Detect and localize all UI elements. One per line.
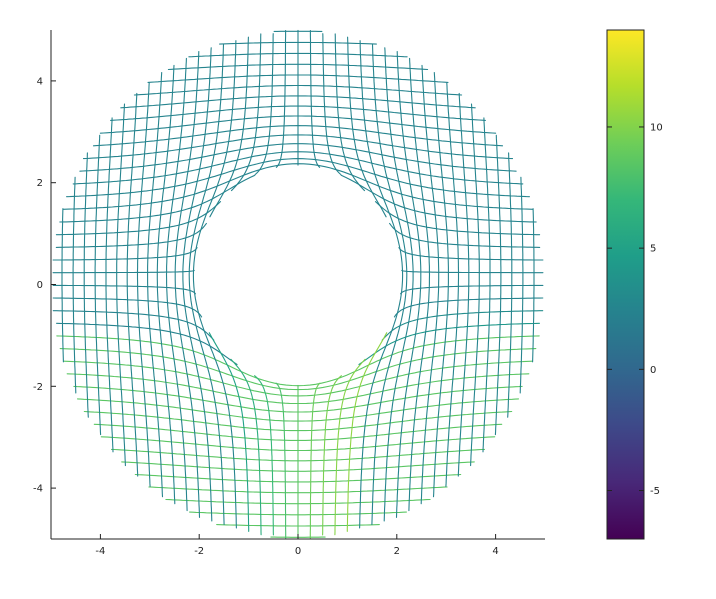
mesh-line-vertical xyxy=(209,36,249,218)
mesh-line-vertical xyxy=(83,152,89,418)
colorbar-tick-label: 10 xyxy=(650,122,663,133)
mesh-line-vertical xyxy=(254,375,274,536)
colorbar-tick-label: 5 xyxy=(650,244,656,255)
mesh-line-vertical xyxy=(136,82,151,487)
mesh-line-vertical xyxy=(334,358,366,536)
mesh-line-vertical xyxy=(334,33,366,192)
mesh-line-horizontal xyxy=(398,247,544,261)
mesh-line-vertical xyxy=(230,33,262,192)
mesh-line-vertical xyxy=(254,33,274,176)
x-tick-label: -2 xyxy=(194,546,204,557)
mesh-line-vertical xyxy=(309,29,321,168)
mesh-line-vertical xyxy=(322,33,342,176)
mesh-line-vertical xyxy=(105,117,114,453)
mesh-line-vertical xyxy=(432,71,449,498)
mesh-line-vertical xyxy=(156,64,176,505)
mesh-line-horizontal xyxy=(55,201,222,236)
mesh-line-vertical xyxy=(188,43,225,526)
mesh-line-horizontal xyxy=(56,322,238,366)
mesh-line-horizontal xyxy=(62,163,534,210)
mesh-line-horizontal xyxy=(340,174,537,223)
colorbar-tick-label: -5 xyxy=(650,486,660,497)
x-axis-ticks: -4 -2 0 2 4 xyxy=(95,534,499,557)
mesh-line-vertical xyxy=(165,57,188,512)
mesh-line-vertical xyxy=(309,382,321,539)
mesh-line-vertical xyxy=(61,208,64,363)
mesh-line-vertical xyxy=(230,358,262,536)
mesh-lines xyxy=(52,29,544,539)
mesh-line-vertical xyxy=(208,332,250,532)
mesh-line-horizontal xyxy=(52,310,215,341)
mesh-line-horizontal xyxy=(401,269,544,274)
mesh-line-vertical xyxy=(322,375,342,536)
y-axis-ticks: -4 -2 0 2 4 xyxy=(33,76,56,495)
x-tick-label: 0 xyxy=(295,546,301,557)
mesh-line-vertical xyxy=(395,50,422,518)
y-tick-label: -2 xyxy=(33,382,43,393)
mesh-line-horizontal xyxy=(381,310,544,341)
mesh-line-horizontal xyxy=(59,174,256,223)
mesh-line-vertical xyxy=(470,103,480,467)
y-tick-label: 0 xyxy=(37,280,43,291)
mesh-line-horizontal xyxy=(55,222,207,248)
mesh-line-horizontal xyxy=(52,284,196,295)
mesh-line-vertical xyxy=(494,134,502,436)
mesh-line-vertical xyxy=(72,176,77,394)
mesh-line-horizontal xyxy=(358,322,540,366)
colorbar-gradient xyxy=(607,30,644,539)
colorbar-ticks: -5 0 5 10 xyxy=(607,122,663,497)
mesh-line-vertical xyxy=(116,103,126,467)
mesh-line-vertical xyxy=(445,82,460,487)
mesh-line-vertical xyxy=(147,71,164,498)
y-tick-label: -4 xyxy=(33,484,43,495)
x-tick-label: -4 xyxy=(95,546,105,557)
mesh-line-vertical xyxy=(192,40,237,529)
colorbar: -5 0 5 10 xyxy=(606,29,663,540)
x-tick-label: 2 xyxy=(394,546,400,557)
mesh-line-vertical xyxy=(408,57,431,512)
mesh-line-vertical xyxy=(346,332,388,532)
mesh-line-vertical xyxy=(383,47,414,522)
mesh-line-vertical xyxy=(174,50,201,518)
mesh-line-vertical xyxy=(420,64,440,505)
mesh-line-vertical xyxy=(532,208,535,363)
mesh-line-horizontal xyxy=(52,247,198,261)
mesh-line-vertical xyxy=(347,36,387,218)
y-tick-label: 4 xyxy=(37,76,43,87)
x-tick-label: 4 xyxy=(492,546,498,557)
colorbar-tick-label: 0 xyxy=(650,365,656,376)
mesh-line-vertical xyxy=(126,92,139,477)
plot-area: -4 -2 0 2 4 -4 -2 0 2 4 xyxy=(33,29,545,557)
mesh-line-vertical xyxy=(359,40,404,529)
mesh-line-horizontal xyxy=(389,222,541,248)
y-tick-label: 2 xyxy=(37,178,43,189)
mesh-line-horizontal xyxy=(400,284,544,295)
mesh-line-vertical xyxy=(182,47,213,522)
mesh-line-horizontal xyxy=(374,201,541,236)
mesh-line-vertical xyxy=(275,29,287,168)
mesh-line-vertical xyxy=(507,152,513,418)
mesh-line-vertical xyxy=(482,117,491,453)
mesh-line-vertical xyxy=(371,43,408,526)
mesh-line-vertical xyxy=(519,176,524,394)
mesh-line-vertical xyxy=(275,382,287,539)
mesh-line-vertical xyxy=(457,92,470,477)
mesh-line-vertical xyxy=(94,134,102,436)
mesh-line-horizontal xyxy=(52,269,195,274)
colorbar-frame xyxy=(606,29,645,540)
